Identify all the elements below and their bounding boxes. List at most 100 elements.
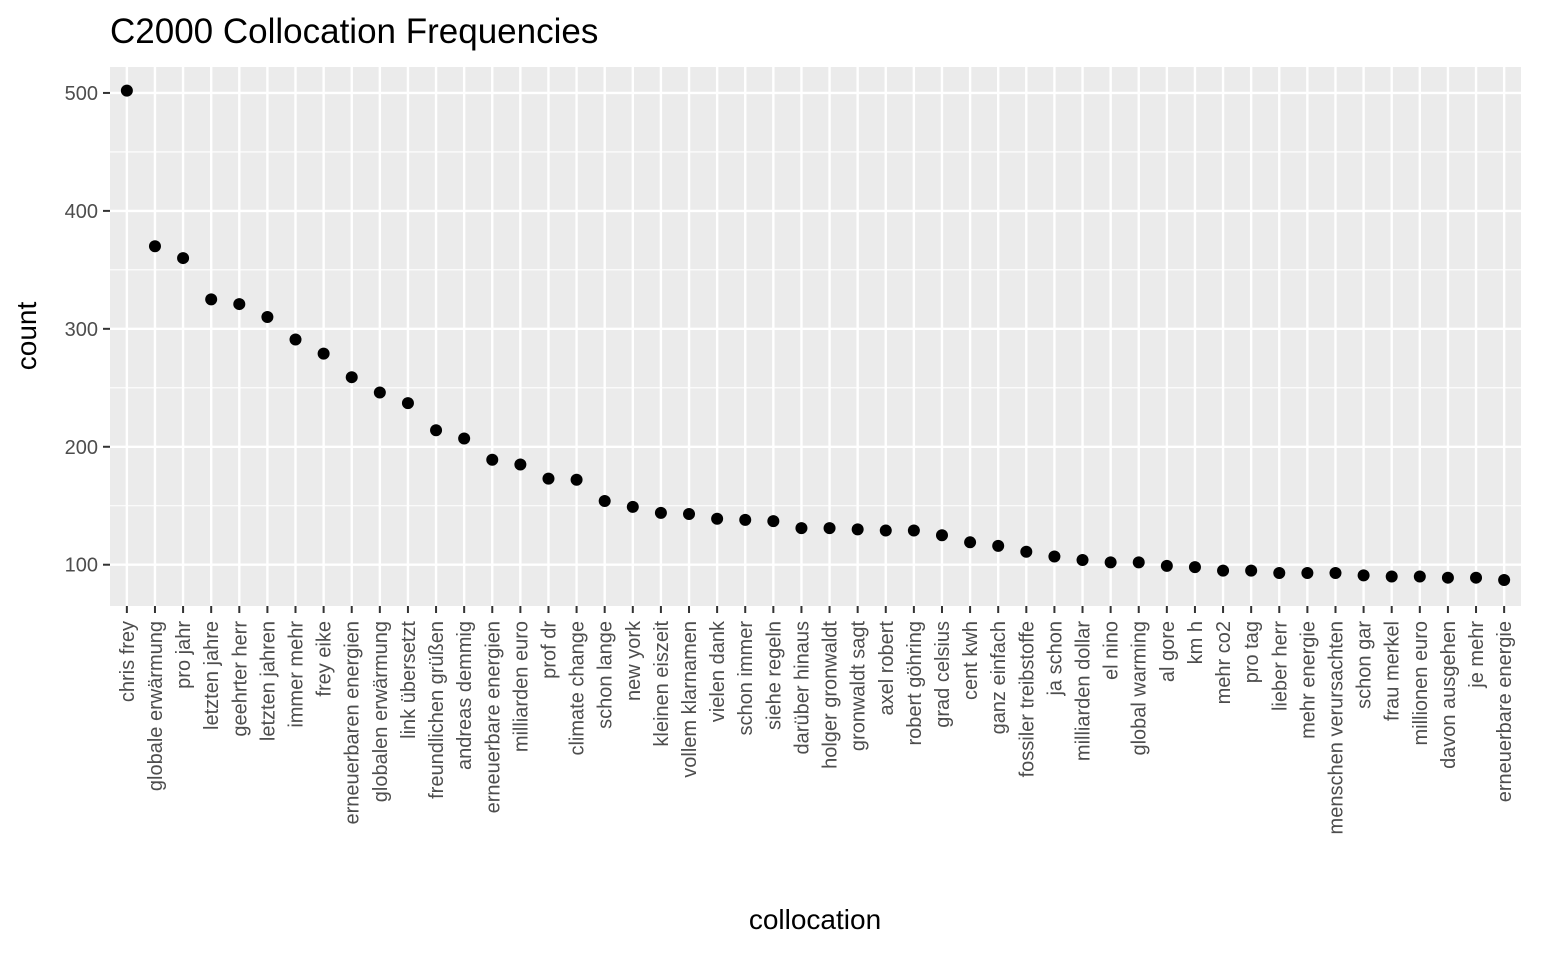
data-point (401, 397, 414, 410)
data-point (879, 524, 892, 537)
x-tick-label: menschen verursachten (1325, 621, 1347, 834)
x-tick-label: global warming (1129, 621, 1151, 756)
data-point (1413, 570, 1426, 583)
data-point (739, 513, 752, 526)
data-point (177, 252, 190, 265)
x-tick-label: letzten jahren (257, 621, 279, 741)
data-point (542, 472, 555, 485)
x-tick-label: el nino (1101, 621, 1123, 680)
x-tick-label: davon ausgehen (1438, 621, 1460, 769)
data-points (120, 84, 1511, 587)
chart-title: C2000 Collocation Frequencies (110, 12, 598, 51)
data-point (711, 512, 724, 525)
data-point (598, 495, 611, 508)
data-point (205, 293, 218, 306)
x-tick-label: andreas demmig (454, 621, 476, 770)
data-point (992, 539, 1005, 552)
data-point (430, 424, 443, 437)
data-point (261, 311, 274, 324)
data-point (486, 453, 499, 466)
x-tick-label: vollem klarnamen (679, 621, 701, 778)
x-tick-label: mehr co2 (1213, 621, 1235, 704)
x-tick-label: fossiler treibstoffe (1016, 621, 1038, 777)
x-tick-label: milliarden euro (510, 621, 532, 752)
x-tick-label: ja schon (1044, 621, 1066, 697)
data-point (907, 524, 920, 537)
x-tick-label: ganz einfach (988, 621, 1010, 734)
data-point (683, 508, 696, 521)
x-tick-label: erneuerbaren energien (342, 621, 364, 825)
x-tick-label: pro jahr (173, 621, 195, 689)
x-tick-label: al gore (1157, 621, 1179, 682)
data-point (1217, 564, 1230, 577)
data-point (767, 515, 780, 528)
x-tick-label: siehe regeln (763, 621, 785, 730)
x-tick-label: erneuerbare energie (1494, 621, 1516, 802)
data-point (1188, 561, 1201, 574)
x-tick-label: freundlichen grüßen (426, 621, 448, 799)
data-point (935, 529, 948, 542)
x-tick-label: gronwaldt sagt (848, 621, 870, 752)
x-tick-label: schon lange (595, 621, 617, 729)
x-tick-label: schon immer (735, 621, 757, 736)
x-tick-label: climate change (567, 621, 589, 756)
y-tick-label: 500 (65, 83, 98, 105)
data-point (458, 432, 471, 445)
x-tick-label: chris frey (117, 621, 139, 702)
grid-lines (110, 67, 1521, 606)
x-axis: chris frey globale erwärmung pro jahr letzt… (117, 606, 1516, 834)
x-tick-label: kleinen eiszeit (651, 621, 673, 747)
x-tick-label: pro tag (1241, 621, 1263, 683)
y-tick-label: 300 (65, 319, 98, 341)
x-tick-label: grad celsius (932, 621, 954, 728)
x-tick-label: new york (623, 620, 645, 701)
data-point (1132, 556, 1145, 569)
x-tick-label: erneuerbare energien (482, 621, 504, 813)
data-point (626, 500, 639, 513)
x-axis-title: collocation (749, 904, 881, 935)
data-point (654, 506, 667, 519)
x-tick-label: km h (1185, 621, 1207, 664)
data-point (1470, 571, 1483, 584)
data-point (120, 84, 133, 97)
plot-panel (110, 67, 1521, 606)
data-point (964, 536, 977, 549)
data-point (1245, 564, 1258, 577)
data-point (1498, 574, 1511, 587)
x-tick-label: letzten jahre (201, 621, 223, 730)
data-point (514, 458, 527, 471)
data-point (570, 473, 583, 486)
x-tick-label: geehrter herr (229, 621, 251, 737)
x-tick-label: prof dr (538, 621, 560, 679)
y-tick-label: 400 (65, 201, 98, 223)
x-tick-label: darüber hinaus (791, 621, 813, 754)
data-point (1020, 545, 1033, 558)
data-point (1160, 559, 1173, 572)
data-point (795, 522, 808, 535)
data-point (148, 240, 161, 253)
data-point (317, 347, 330, 360)
x-tick-label: globale erwärmung (145, 621, 167, 791)
x-tick-label: cent kwh (960, 621, 982, 700)
y-tick-label: 100 (65, 555, 98, 577)
y-axis-title: count (11, 302, 42, 371)
data-point (373, 386, 386, 399)
data-point (1104, 556, 1117, 569)
data-point (1329, 566, 1342, 579)
x-tick-label: frey eike (314, 621, 336, 697)
data-point (1441, 571, 1454, 584)
data-point (851, 523, 864, 536)
x-tick-label: vielen dank (707, 620, 729, 722)
y-axis: 100 200 300 400 500 (65, 83, 110, 577)
data-point (1273, 566, 1286, 579)
x-tick-label: schon gar (1354, 621, 1376, 709)
x-tick-label: frau merkel (1382, 621, 1404, 721)
data-point (233, 298, 246, 311)
x-tick-label: millionen euro (1410, 621, 1432, 746)
data-point (823, 522, 836, 535)
x-tick-label: axel robert (876, 621, 898, 716)
data-point (1357, 569, 1370, 582)
x-tick-label: link übersetzt (398, 621, 420, 739)
x-tick-label: holger gronwaldt (820, 621, 842, 769)
data-point (1076, 554, 1089, 567)
